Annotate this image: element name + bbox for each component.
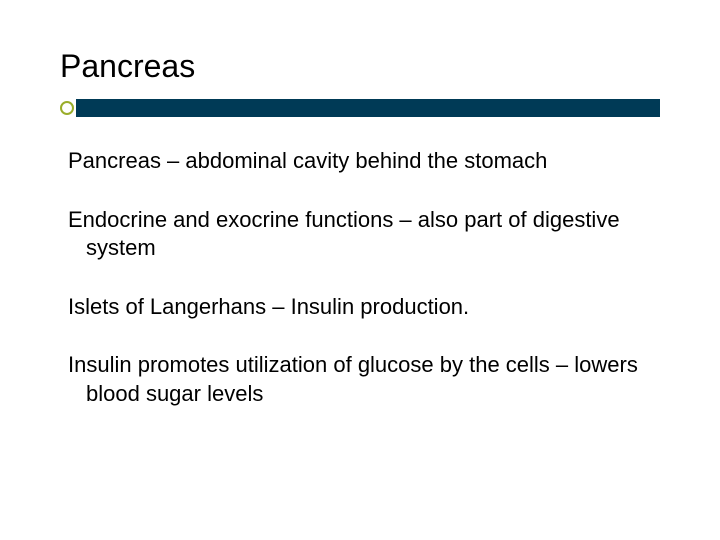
paragraph: Endocrine and exocrine functions – also … xyxy=(68,206,660,263)
paragraph: Islets of Langerhans – Insulin productio… xyxy=(68,293,660,322)
slide-title: Pancreas xyxy=(60,48,660,85)
content-area: Pancreas – abdominal cavity behind the s… xyxy=(0,147,720,409)
underline-bar xyxy=(76,99,660,117)
title-underline xyxy=(60,95,660,123)
paragraph: Insulin promotes utilization of glucose … xyxy=(68,351,660,408)
slide: Pancreas Pancreas – abdominal cavity beh… xyxy=(0,0,720,540)
bullet-ring-icon xyxy=(60,101,74,115)
paragraph: Pancreas – abdominal cavity behind the s… xyxy=(68,147,660,176)
title-area: Pancreas xyxy=(0,0,720,123)
